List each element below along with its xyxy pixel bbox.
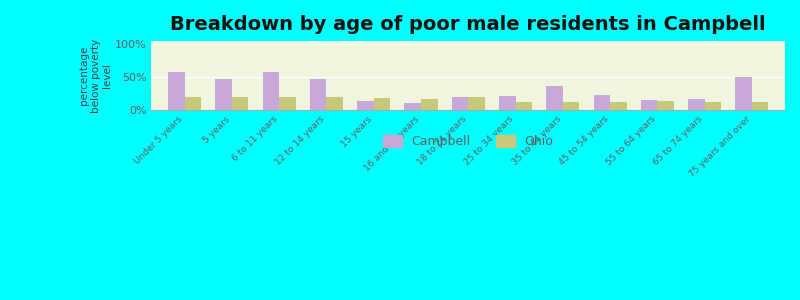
- Bar: [262, 72, 279, 110]
- Bar: [752, 102, 769, 110]
- Bar: [562, 102, 579, 110]
- Bar: [232, 97, 248, 110]
- Bar: [357, 101, 374, 110]
- Bar: [515, 102, 532, 110]
- Bar: [499, 95, 515, 110]
- Bar: [421, 99, 438, 110]
- Title: Breakdown by age of poor male residents in Campbell: Breakdown by age of poor male residents …: [170, 15, 766, 34]
- Bar: [610, 102, 626, 110]
- Legend: Campbell, Ohio: Campbell, Ohio: [378, 130, 558, 153]
- Bar: [452, 97, 468, 110]
- Y-axis label: percentage
below poverty
level: percentage below poverty level: [79, 38, 112, 112]
- Bar: [374, 98, 390, 110]
- Bar: [168, 72, 185, 110]
- Bar: [310, 79, 326, 110]
- Bar: [185, 97, 201, 110]
- Bar: [705, 102, 721, 110]
- Bar: [279, 97, 296, 110]
- Bar: [658, 101, 674, 110]
- Bar: [468, 97, 485, 110]
- Bar: [688, 99, 705, 110]
- Bar: [546, 86, 562, 110]
- Bar: [215, 79, 232, 110]
- Bar: [594, 95, 610, 110]
- Bar: [735, 77, 752, 110]
- Bar: [326, 97, 343, 110]
- Bar: [405, 103, 421, 110]
- Bar: [641, 100, 658, 110]
